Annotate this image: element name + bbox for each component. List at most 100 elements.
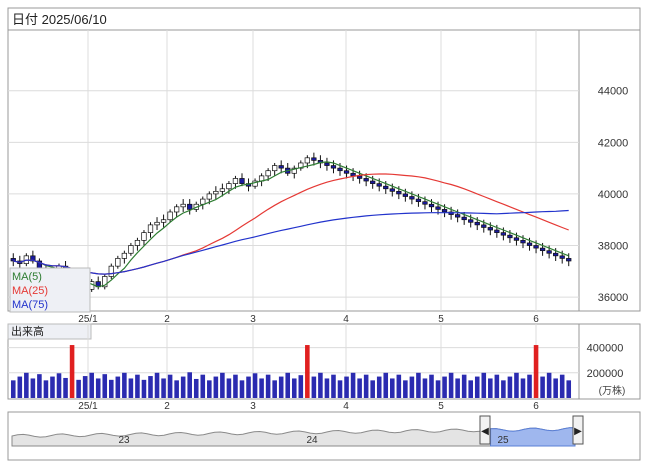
volume-bar	[291, 378, 297, 398]
volume-bar	[69, 345, 75, 398]
navigator-x-tick-label: 25	[497, 435, 509, 446]
price-y-tick-label: 40000	[598, 189, 629, 201]
chevron-right-icon: ▶	[574, 426, 582, 437]
candle-body	[330, 165, 337, 169]
candle-body	[337, 167, 343, 172]
volume-bar	[331, 374, 336, 398]
candle-body	[200, 198, 206, 205]
chevron-left-icon: ◀	[481, 426, 489, 437]
candle-body	[468, 219, 474, 223]
volume-bar	[82, 376, 88, 398]
candle-body	[108, 265, 114, 277]
volume-bar	[553, 378, 558, 398]
volume-x-tick-label: 4	[343, 401, 349, 412]
candle-body	[187, 203, 193, 210]
candle-body	[553, 252, 559, 257]
volume-bar	[246, 376, 251, 398]
navigator-right-handle[interactable]	[572, 415, 584, 445]
volume-y-tick-label: 400000	[587, 343, 624, 355]
volume-unit-label: (万株)	[599, 384, 626, 397]
volume-bar	[468, 380, 473, 398]
ma5-line	[13, 161, 569, 288]
volume-bar	[461, 374, 467, 398]
volume-bar	[318, 372, 323, 398]
volume-bar	[76, 379, 81, 398]
volume-bar	[193, 378, 199, 398]
candle-body	[481, 224, 487, 228]
navigator-x-tick-label: 24	[306, 435, 318, 446]
legend-ma5: MA(5)	[12, 271, 42, 283]
volume-bar	[350, 372, 356, 398]
candle-body	[115, 258, 121, 267]
volume-title: 出来高	[11, 324, 44, 338]
volume-bar	[200, 374, 206, 398]
candle-body	[461, 216, 467, 221]
volume-bar	[527, 374, 532, 398]
candle-body	[311, 157, 317, 161]
candle-body	[383, 185, 389, 190]
candle-body	[343, 170, 350, 174]
price-x-tick-label: 2	[164, 314, 170, 325]
volume-bar	[507, 376, 513, 398]
volume-x-tick-label: 3	[250, 401, 256, 412]
volume-x-tick-labels: 25/1 2 3 4 5 6	[78, 401, 539, 412]
volume-bar	[546, 372, 552, 398]
candle-body	[174, 206, 180, 213]
navigator-left-handle[interactable]	[479, 415, 491, 445]
volume-bar	[37, 374, 42, 398]
candle-body	[533, 245, 539, 249]
candle-body	[363, 178, 369, 182]
volume-bar	[566, 380, 572, 398]
candle-body	[441, 209, 448, 213]
candle-body	[226, 183, 232, 190]
volume-bar	[416, 372, 421, 398]
candle-body	[30, 255, 36, 262]
volume-bar	[56, 373, 62, 398]
volume-bar	[396, 374, 402, 398]
volume-bar	[403, 380, 408, 398]
candle-body	[154, 221, 160, 226]
candle-body	[356, 175, 363, 179]
volume-bar	[357, 378, 362, 398]
volume-bar	[448, 372, 454, 398]
candle-body	[389, 188, 395, 192]
volume-bar	[115, 376, 121, 398]
volume-bar	[305, 345, 310, 398]
volume-bar	[180, 376, 186, 398]
volume-bar	[390, 378, 395, 398]
volume-bar	[10, 380, 16, 398]
candle-body	[213, 190, 219, 195]
price-x-tick-label: 5	[438, 314, 444, 325]
candle-body	[402, 193, 408, 197]
legend-ma25: MA(25)	[12, 285, 48, 297]
candle-body	[520, 240, 526, 244]
volume-bar	[455, 378, 460, 398]
candle-body	[239, 178, 245, 184]
candle-body	[265, 170, 271, 177]
candle-body	[141, 232, 147, 241]
volume-bar	[435, 380, 441, 398]
candle-body	[206, 193, 212, 200]
candle-body	[102, 276, 108, 288]
volume-bar	[409, 376, 415, 398]
candle-body	[422, 201, 428, 205]
volume-bar	[89, 372, 94, 398]
volume-bar	[383, 372, 389, 398]
volume-bar	[344, 376, 349, 398]
volume-bar	[481, 372, 487, 398]
volume-bar	[376, 376, 382, 398]
volume-x-tick-label: 6	[533, 401, 539, 412]
candle-body	[278, 165, 284, 169]
volume-bar	[239, 380, 245, 398]
volume-x-tick-label: 25/1	[78, 401, 98, 412]
volume-bar	[363, 374, 369, 398]
price-panel	[7, 29, 641, 312]
volume-bar	[148, 376, 153, 398]
candle-body	[474, 221, 480, 226]
volume-bar	[285, 372, 291, 398]
volume-bar	[43, 380, 49, 398]
candle-body	[396, 190, 402, 195]
volume-bar	[213, 376, 219, 398]
candle-body	[507, 234, 513, 239]
